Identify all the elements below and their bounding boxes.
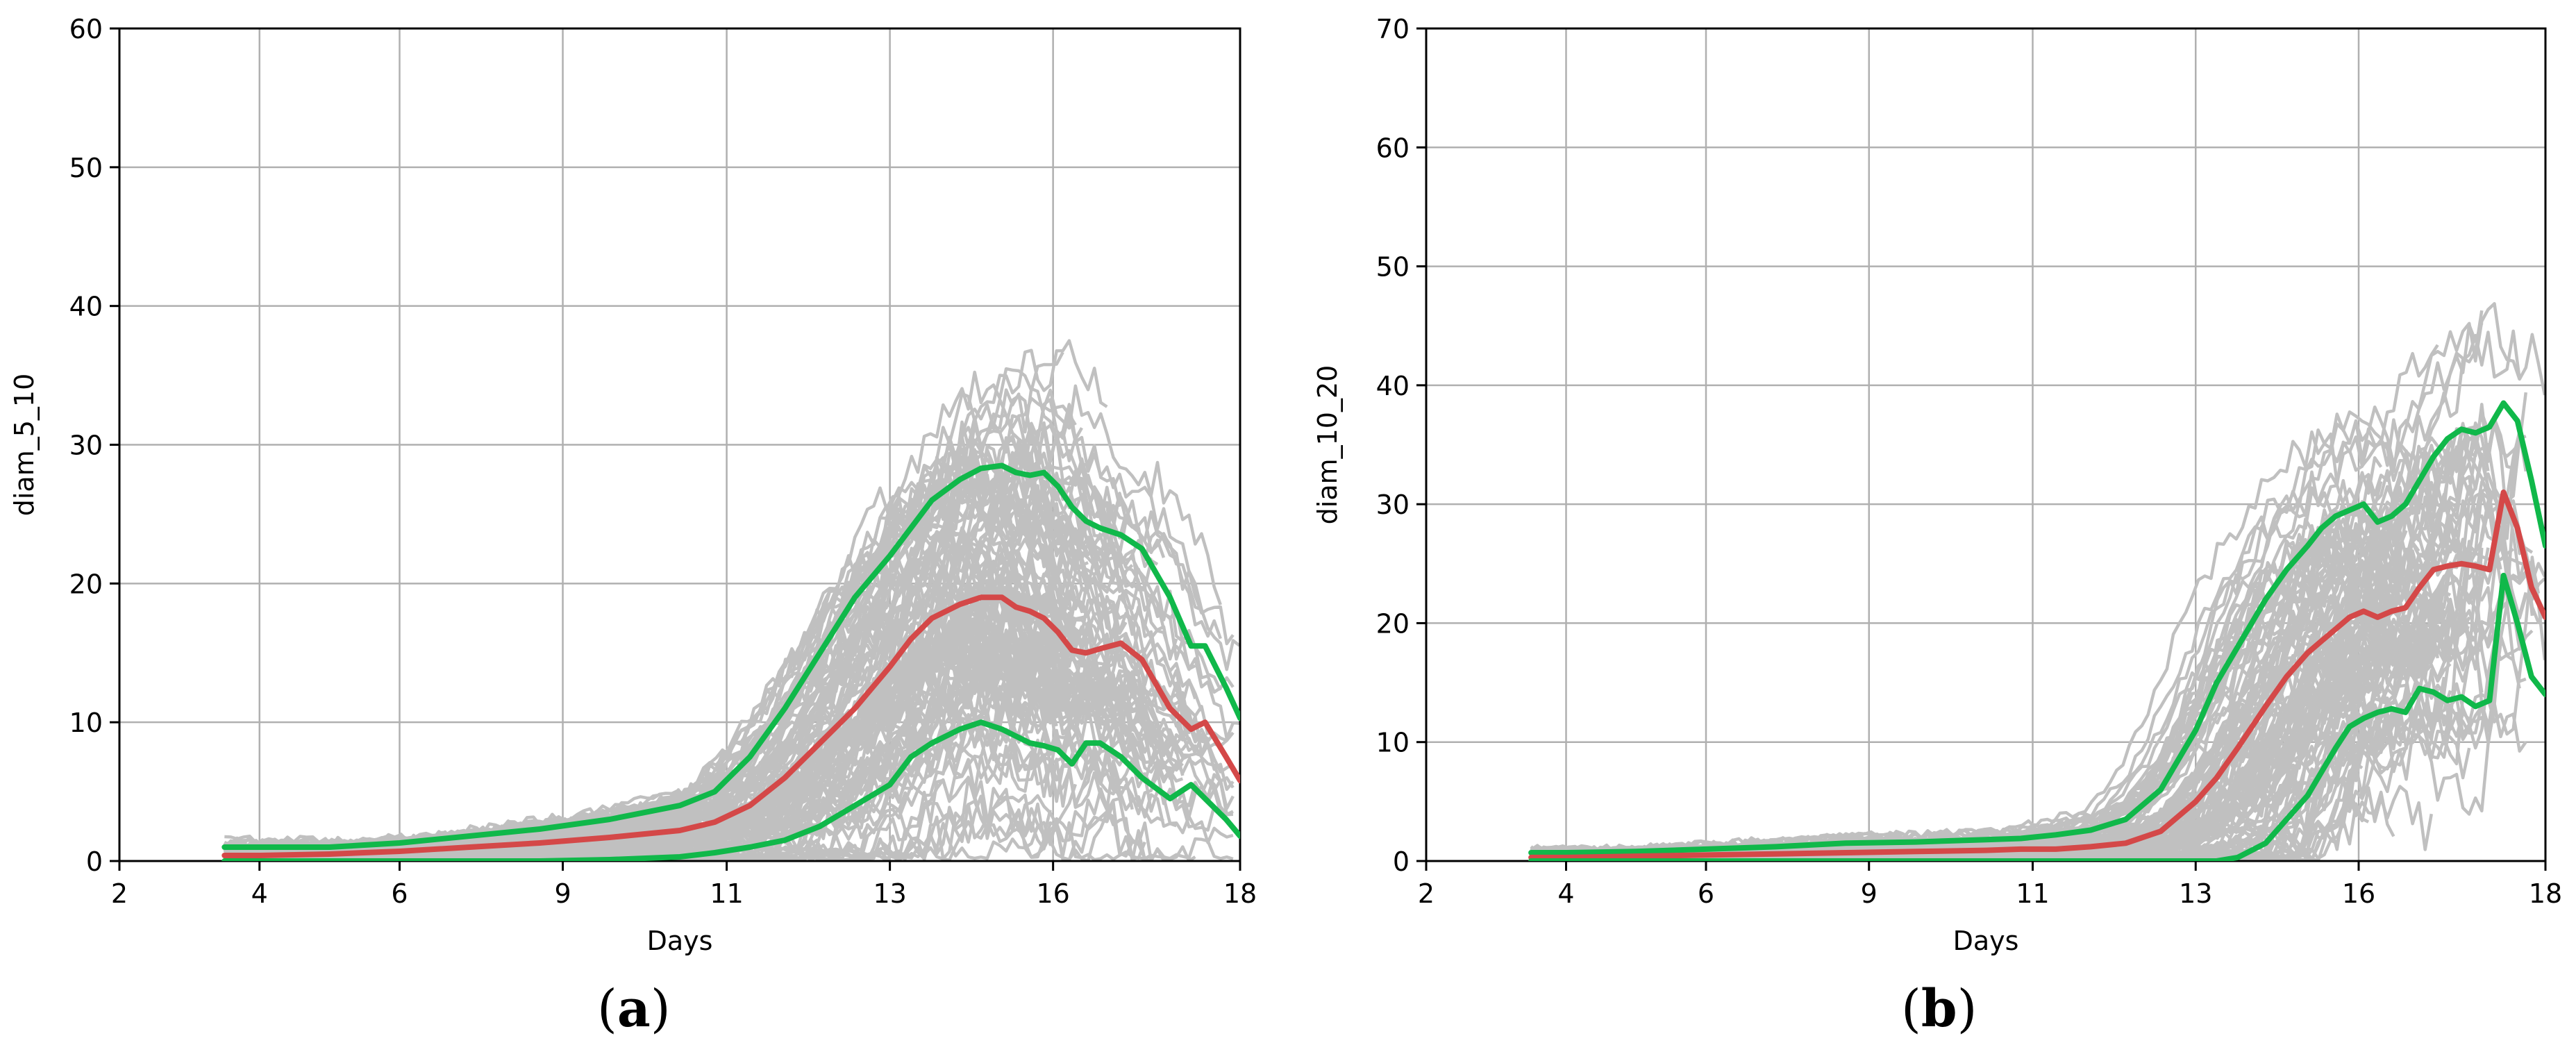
y-tick-label: 40: [69, 292, 103, 322]
y-axis-label: diam_5_10: [9, 374, 40, 517]
x-tick-label: 9: [1861, 878, 1877, 909]
x-tick-label: 16: [1036, 878, 1069, 909]
x-tick-label: 4: [1557, 878, 1574, 909]
chart-panel-a: 2 4 6 9 11 13 16 18 0 10 20 30 40 50 60 Days diam_5_10: [9, 14, 1257, 956]
upper-band-line: [221, 462, 1240, 850]
x-tick-label: 13: [2179, 878, 2212, 909]
y-tick-label: 60: [69, 14, 103, 44]
x-tick-label: 6: [1698, 878, 1714, 909]
x-tick-label: 2: [111, 878, 128, 909]
upper-band-line: [1528, 400, 2545, 855]
lower-band-line: [1528, 572, 2545, 861]
x-tick-label: 6: [391, 878, 408, 909]
x-axis-label: Days: [647, 926, 713, 956]
mean-line: [1528, 490, 2545, 860]
x-tick-label: 2: [1418, 878, 1435, 909]
chart-panel-b: 2 4 6 9 11 13 16 18 0 10 20 30 40 50 60 70 Days diam_10_2…: [1312, 14, 2562, 956]
y-tick-label: 10: [69, 708, 103, 738]
y-tick-label: 30: [1376, 490, 1410, 520]
x-tick-label: 18: [2529, 878, 2562, 909]
x-tick-label: 11: [2016, 878, 2049, 909]
x-tick-label: 16: [2342, 878, 2375, 909]
individual-curve: [1530, 302, 2521, 853]
y-tick-label: 0: [86, 846, 103, 877]
mean-line: [221, 594, 1240, 858]
panel-label-a: (a): [597, 979, 671, 1039]
y-tick-label: 10: [1376, 728, 1410, 758]
individual-curve: [1530, 329, 2545, 855]
x-tick-label: 18: [1223, 878, 1257, 909]
y-tick-label: 30: [69, 431, 103, 461]
panel-label-b: (b): [1901, 979, 1977, 1039]
y-tick-label: 60: [1376, 133, 1410, 163]
x-tick-label: 4: [251, 878, 268, 909]
y-tick-label: 70: [1376, 14, 1410, 44]
y-tick-label: 40: [1376, 371, 1410, 401]
y-tick-label: 50: [1376, 252, 1410, 283]
y-tick-label: 20: [1376, 608, 1410, 639]
x-tick-label: 13: [873, 878, 906, 909]
summary-series: [221, 462, 1240, 861]
individual-curves: [1530, 302, 2545, 861]
y-tick-label: 50: [69, 153, 103, 183]
y-tick-label: 20: [69, 569, 103, 599]
x-axis-label: Days: [1953, 926, 2019, 956]
grid: [118, 27, 1241, 862]
y-tick-label: 0: [1393, 846, 1410, 877]
x-tick-label: 11: [710, 878, 743, 909]
lower-band-line: [221, 719, 1240, 861]
y-axis-label: diam_10_20: [1312, 365, 1343, 525]
individual-curves: [223, 339, 1240, 861]
x-tick-label: 9: [554, 878, 571, 909]
summary-series: [1528, 400, 2545, 861]
